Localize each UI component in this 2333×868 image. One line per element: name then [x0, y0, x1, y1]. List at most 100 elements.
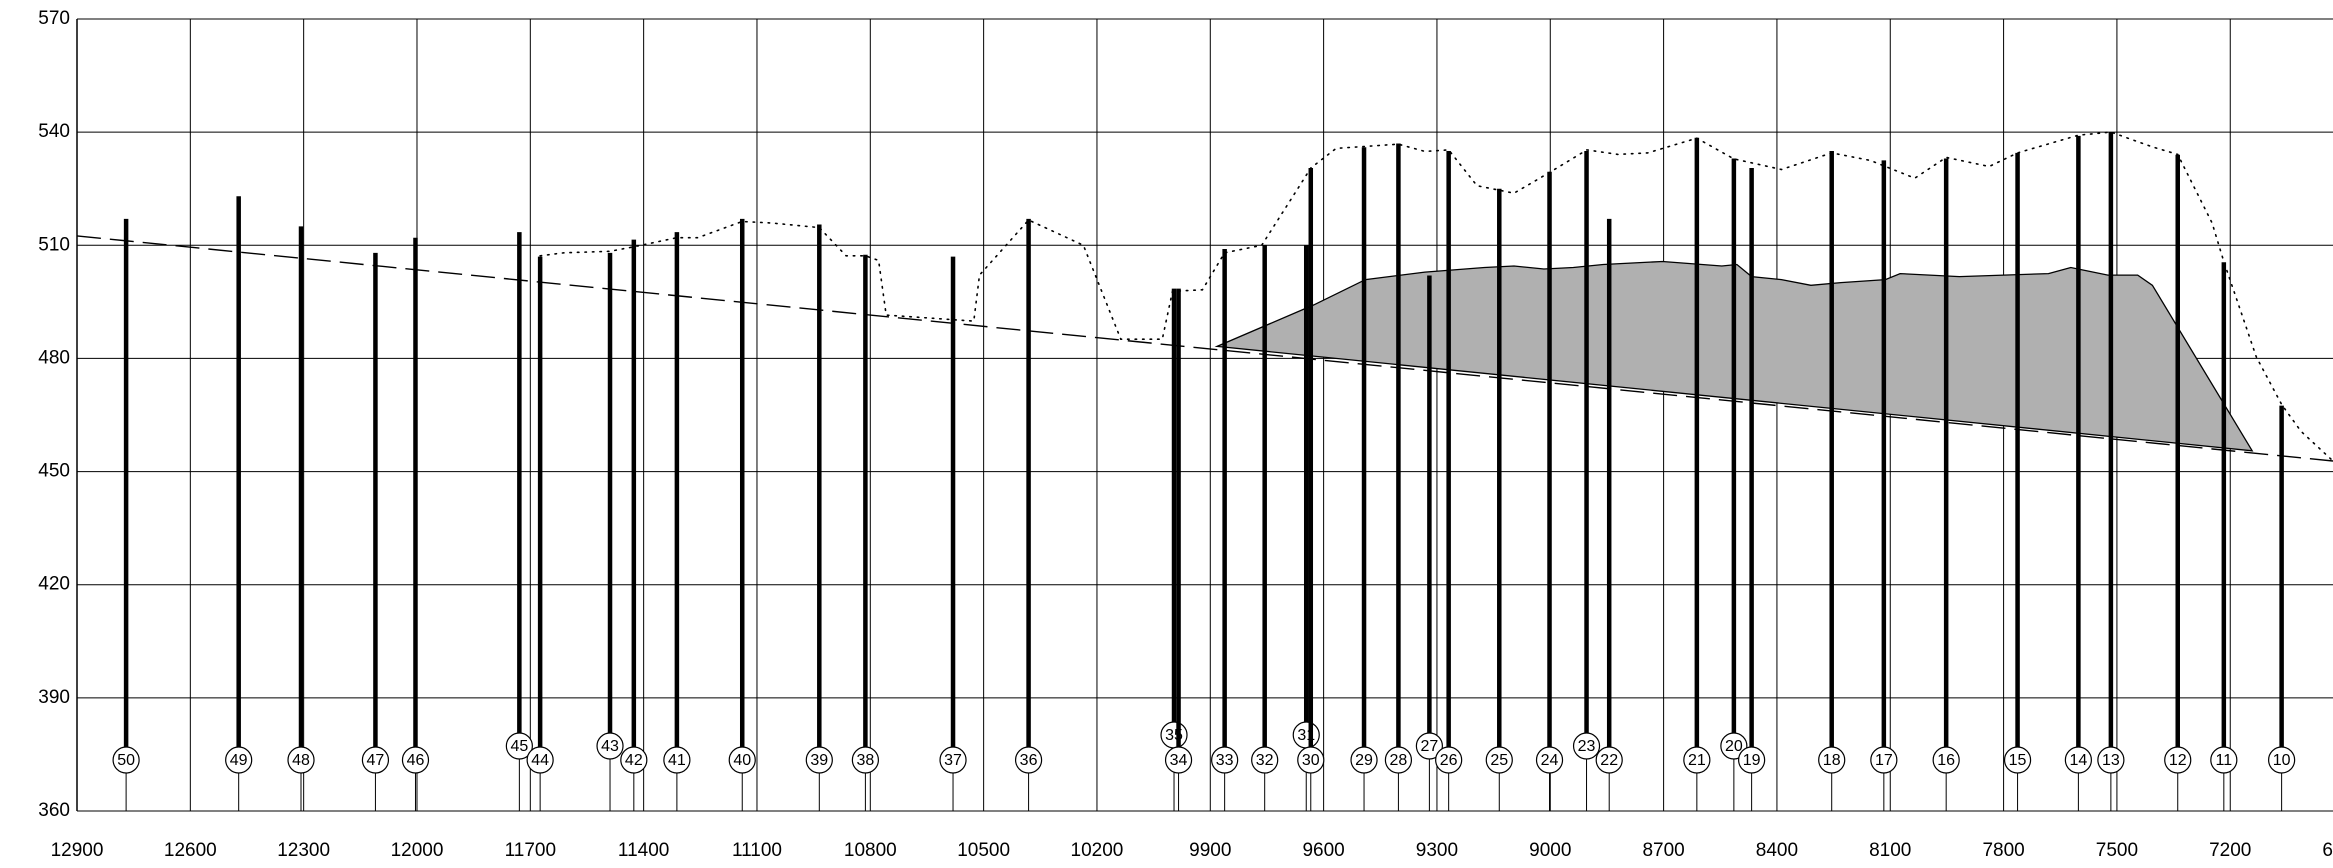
borehole-marker	[620, 746, 648, 774]
borehole-marker	[225, 746, 253, 774]
x-tick-label: 9000	[1529, 840, 1571, 861]
y-tick-label: 480	[38, 347, 70, 368]
x-tick-label: 10200	[1071, 840, 1124, 861]
ground-line	[539, 131, 2333, 462]
borehole-marker	[1297, 746, 1325, 774]
y-tick-label: 420	[38, 574, 70, 595]
borehole-marker	[2210, 746, 2238, 774]
x-tick-label: 9300	[1416, 840, 1458, 861]
x-tick-label: 7500	[2096, 840, 2138, 861]
x-tick-label: 12600	[164, 840, 217, 861]
borehole-marker	[1415, 732, 1443, 760]
x-tick-label: 12900	[51, 840, 104, 861]
x-tick-label: 8400	[1756, 840, 1798, 861]
borehole-label: 16	[1937, 752, 1955, 769]
borehole-label: 30	[1302, 752, 1320, 769]
borehole-marker	[1435, 746, 1463, 774]
borehole-label: 41	[668, 752, 686, 769]
borehole-label: 32	[1256, 752, 1274, 769]
borehole-marker	[939, 746, 967, 774]
borehole-marker	[1535, 746, 1564, 774]
x-tick-label: 12000	[391, 840, 444, 861]
borehole-marker	[2064, 746, 2092, 774]
x-tick-label: 9900	[1189, 840, 1231, 861]
borehole-marker	[1384, 746, 1413, 774]
x-tick-label: 7800	[1982, 840, 2024, 861]
borehole-label: 12	[2169, 752, 2187, 769]
borehole-marker	[1932, 746, 1960, 774]
borehole-marker	[1164, 746, 1193, 774]
borehole-label: 45	[510, 738, 528, 755]
x-tick-label: 11700	[505, 840, 556, 861]
x-tick-label: 7200	[2209, 840, 2251, 861]
borehole-label: 25	[1490, 752, 1508, 769]
borehole-marker	[1251, 746, 1279, 774]
borehole-marker	[728, 746, 756, 774]
borehole-marker	[2003, 746, 2032, 774]
borehole-label: 24	[1541, 752, 1559, 769]
borehole-marker	[1870, 746, 1898, 774]
borehole-label: 26	[1440, 752, 1458, 769]
trend-line	[76, 235, 2333, 462]
borehole-marker	[1595, 746, 1623, 774]
borehole-marker	[2164, 746, 2192, 774]
x-tick-label: 10500	[957, 840, 1010, 861]
borehole-label: 29	[1355, 752, 1373, 769]
borehole-label: 11	[2216, 752, 2233, 769]
x-tick-label: 9600	[1302, 840, 1344, 861]
borehole-label: 40	[733, 752, 751, 769]
borehole-marker	[1211, 746, 1239, 774]
borehole-marker	[401, 746, 430, 774]
borehole-label: 44	[531, 752, 549, 769]
borehole-marker	[596, 732, 624, 760]
borehole-marker	[1738, 746, 1766, 774]
borehole-label: 19	[1743, 752, 1761, 769]
y-tick-label: 390	[38, 687, 70, 708]
borehole-marker	[663, 746, 691, 774]
borehole-label: 50	[117, 752, 135, 769]
borehole-label: 39	[810, 752, 828, 769]
borehole-label: 34	[1170, 752, 1188, 769]
borehole-label: 42	[625, 752, 643, 769]
borehole-marker	[2268, 746, 2296, 774]
borehole-marker	[526, 746, 554, 774]
borehole-marker	[1572, 732, 1601, 760]
borehole-marker	[2097, 746, 2125, 774]
y-tick-label: 570	[38, 8, 70, 29]
borehole-label: 17	[1875, 752, 1893, 769]
borehole-marker	[1014, 746, 1043, 774]
borehole-marker	[805, 746, 833, 774]
borehole-marker	[287, 746, 315, 774]
borehole-label: 36	[1020, 752, 1038, 769]
y-tick-label: 540	[38, 121, 70, 142]
borehole-marker	[1683, 746, 1711, 774]
borehole-label: 43	[601, 738, 619, 755]
borehole-marker	[1350, 746, 1378, 774]
borehole-marker	[505, 732, 533, 760]
borehole-label: 33	[1216, 752, 1234, 769]
x-tick-label: 12300	[277, 840, 330, 861]
borehole-label: 18	[1823, 752, 1841, 769]
x-tick-label: 11100	[732, 840, 782, 861]
borehole-marker	[361, 746, 390, 774]
borehole-label: 48	[292, 752, 310, 769]
borehole-label: 13	[2102, 752, 2120, 769]
borehole-label: 46	[407, 752, 425, 769]
borehole-label: 14	[2069, 752, 2087, 769]
borehole-marker	[112, 746, 140, 774]
y-tick-label: 450	[38, 461, 70, 482]
borehole-label: 47	[367, 752, 385, 769]
borehole-label: 28	[1390, 752, 1408, 769]
x-tick-label: 11400	[618, 840, 669, 861]
borehole-marker	[851, 746, 879, 774]
x-tick-label: 8700	[1642, 840, 1684, 861]
borehole-label: 10	[2273, 752, 2291, 769]
borehole-label: 23	[1578, 738, 1596, 755]
borehole-label: 37	[944, 752, 962, 769]
borehole-label: 21	[1688, 752, 1706, 769]
y-tick-label: 510	[38, 234, 70, 255]
borehole-label: 15	[2009, 752, 2027, 769]
borehole-label: 49	[230, 752, 248, 769]
